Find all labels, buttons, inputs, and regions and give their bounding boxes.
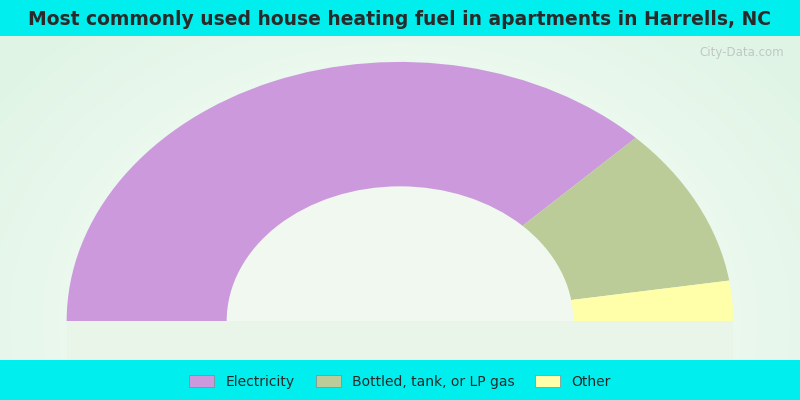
- Bar: [66, 321, 734, 399]
- Wedge shape: [226, 186, 574, 321]
- Text: Most commonly used house heating fuel in apartments in Harrells, NC: Most commonly used house heating fuel in…: [29, 10, 771, 29]
- Text: City-Data.com: City-Data.com: [699, 46, 784, 59]
- Wedge shape: [400, 138, 730, 321]
- Legend: Electricity, Bottled, tank, or LP gas, Other: Electricity, Bottled, tank, or LP gas, O…: [184, 370, 616, 394]
- Wedge shape: [66, 62, 636, 321]
- Wedge shape: [400, 280, 734, 321]
